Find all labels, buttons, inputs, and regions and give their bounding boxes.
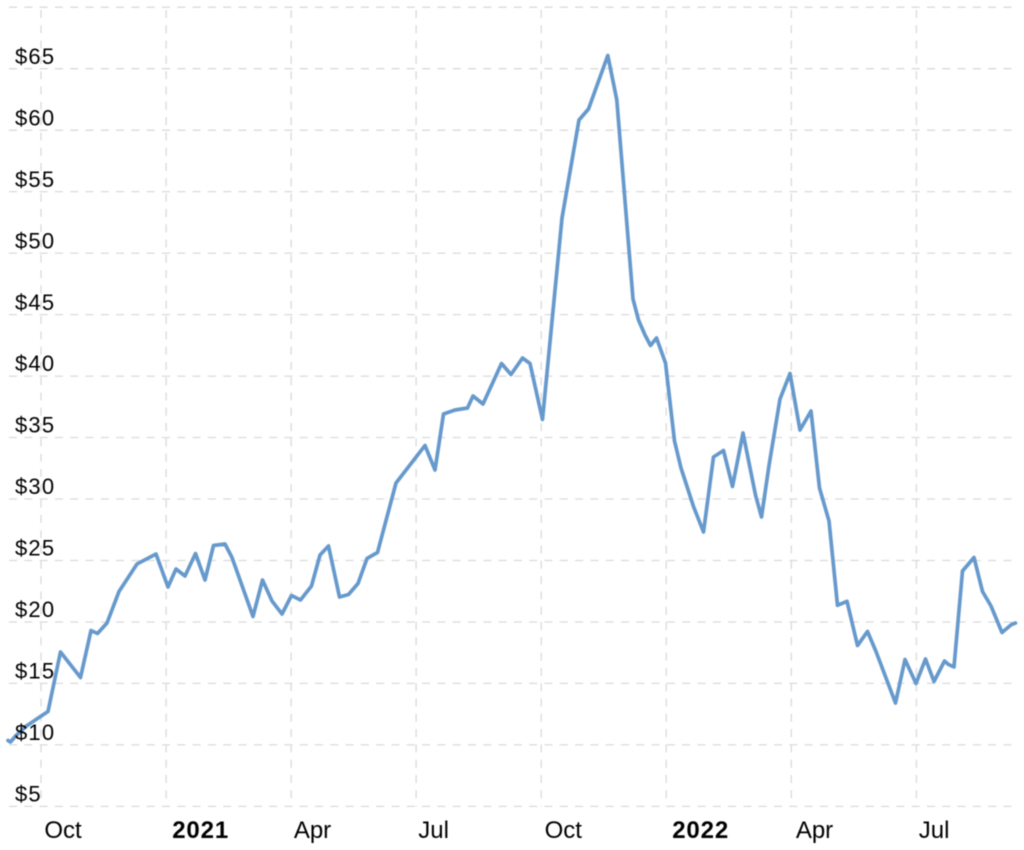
svg-text:$30: $30	[15, 474, 55, 499]
svg-text:Apr: Apr	[796, 817, 833, 844]
svg-text:2021: 2021	[172, 817, 229, 844]
svg-text:$60: $60	[15, 105, 55, 130]
svg-text:Oct: Oct	[44, 817, 82, 844]
svg-text:Oct: Oct	[545, 817, 583, 844]
svg-text:$45: $45	[15, 290, 55, 315]
svg-text:2022: 2022	[672, 817, 729, 844]
svg-text:$50: $50	[15, 228, 55, 253]
svg-text:$40: $40	[15, 351, 55, 376]
svg-text:$10: $10	[15, 720, 55, 745]
svg-text:Jul: Jul	[418, 817, 449, 844]
svg-text:$25: $25	[15, 536, 55, 561]
svg-text:$15: $15	[15, 659, 55, 684]
svg-text:$35: $35	[15, 413, 55, 438]
svg-text:$20: $20	[15, 597, 55, 622]
svg-text:Apr: Apr	[294, 817, 331, 844]
svg-text:$65: $65	[15, 44, 55, 69]
svg-text:$55: $55	[15, 167, 55, 192]
svg-text:$5: $5	[15, 782, 42, 807]
svg-text:Jul: Jul	[919, 817, 950, 844]
